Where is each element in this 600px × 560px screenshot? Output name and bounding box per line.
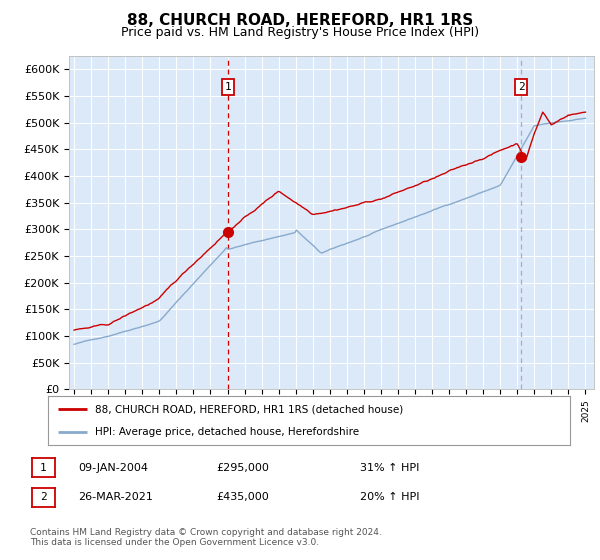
Text: 1: 1	[40, 463, 47, 473]
Text: Price paid vs. HM Land Registry's House Price Index (HPI): Price paid vs. HM Land Registry's House …	[121, 26, 479, 39]
Text: 31% ↑ HPI: 31% ↑ HPI	[360, 463, 419, 473]
Text: HPI: Average price, detached house, Herefordshire: HPI: Average price, detached house, Here…	[95, 427, 359, 437]
Text: 1: 1	[224, 82, 232, 92]
Text: 88, CHURCH ROAD, HEREFORD, HR1 1RS (detached house): 88, CHURCH ROAD, HEREFORD, HR1 1RS (deta…	[95, 404, 403, 414]
Text: 2: 2	[40, 492, 47, 502]
Text: 20% ↑ HPI: 20% ↑ HPI	[360, 492, 419, 502]
Text: 09-JAN-2004: 09-JAN-2004	[78, 463, 148, 473]
Text: £435,000: £435,000	[216, 492, 269, 502]
Text: Contains HM Land Registry data © Crown copyright and database right 2024.
This d: Contains HM Land Registry data © Crown c…	[30, 528, 382, 547]
Text: 88, CHURCH ROAD, HEREFORD, HR1 1RS: 88, CHURCH ROAD, HEREFORD, HR1 1RS	[127, 13, 473, 28]
Text: £295,000: £295,000	[216, 463, 269, 473]
Text: 2: 2	[518, 82, 524, 92]
Text: 26-MAR-2021: 26-MAR-2021	[78, 492, 153, 502]
